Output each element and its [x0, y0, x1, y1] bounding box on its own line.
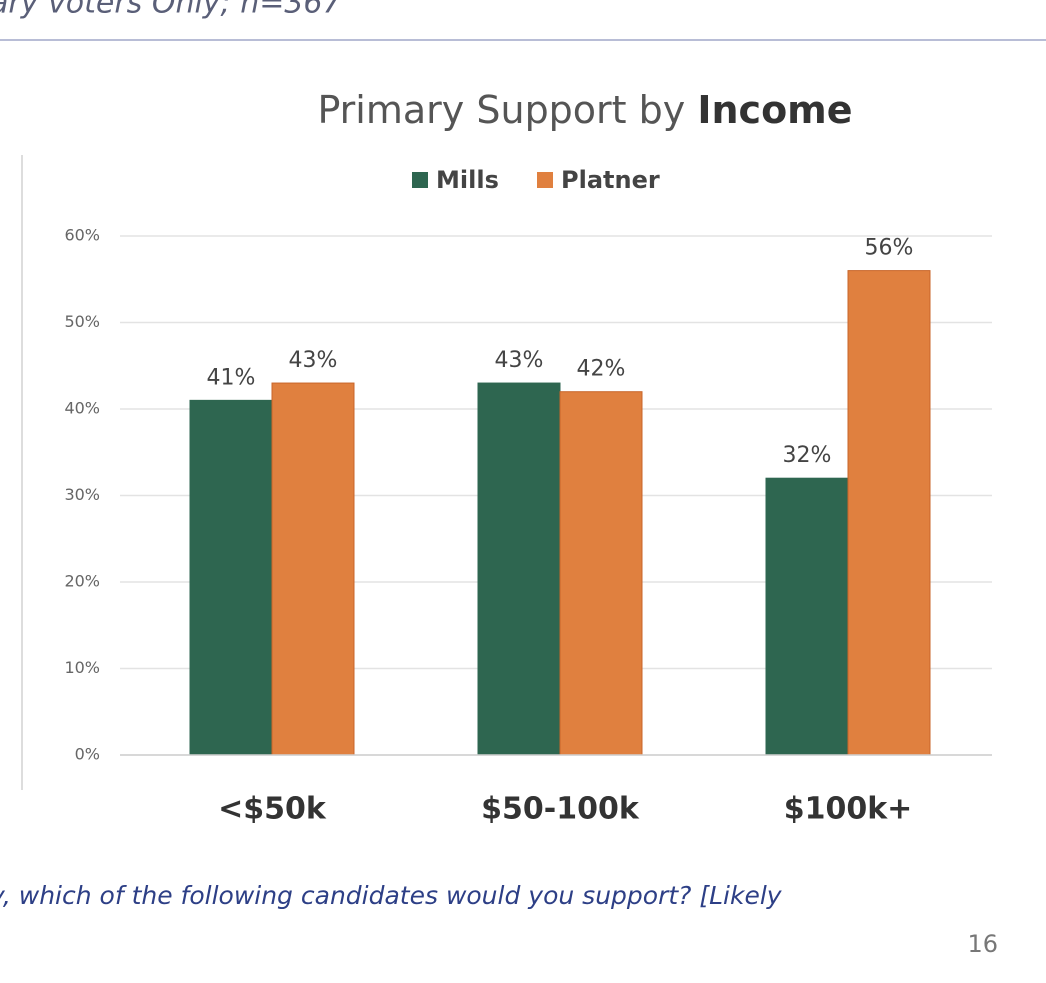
bar	[189, 399, 273, 756]
bar	[271, 382, 355, 756]
x-tick-label: <$50k	[218, 792, 327, 827]
title-emphasis: Income	[697, 88, 852, 132]
y-tick-label: 10%	[64, 658, 100, 677]
data-label: 42%	[577, 357, 626, 382]
legend-label: Platner	[561, 166, 660, 194]
data-label: 43%	[289, 348, 338, 373]
data-label: 32%	[783, 443, 832, 468]
legend-swatch	[537, 172, 553, 188]
y-tick-label: 20%	[64, 572, 100, 591]
chart-title: Primary Support by Income	[317, 88, 852, 132]
y-tick-label: 40%	[64, 399, 100, 418]
legend-swatch	[412, 172, 428, 188]
subtitle: ary voters Only; n=367	[0, 0, 342, 21]
y-tick-label: 30%	[64, 485, 100, 504]
bar	[559, 391, 643, 756]
question: y, which of the following candidates wou…	[0, 881, 783, 910]
title-text: Primary Support by	[317, 88, 685, 132]
bar	[477, 382, 561, 756]
page-number: 16	[967, 930, 998, 958]
legend-label: Mills	[436, 166, 499, 194]
data-label: 56%	[865, 236, 914, 261]
y-tick-label: 0%	[75, 745, 100, 764]
bar	[847, 270, 931, 756]
x-tick-label: $100k+	[784, 792, 913, 827]
y-tick-label: 50%	[64, 312, 100, 331]
bar	[765, 477, 849, 756]
x-tick-label: $50-100k	[481, 792, 640, 827]
y-tick-label: 60%	[64, 226, 100, 245]
data-label: 41%	[207, 365, 256, 390]
data-label: 43%	[495, 348, 544, 373]
